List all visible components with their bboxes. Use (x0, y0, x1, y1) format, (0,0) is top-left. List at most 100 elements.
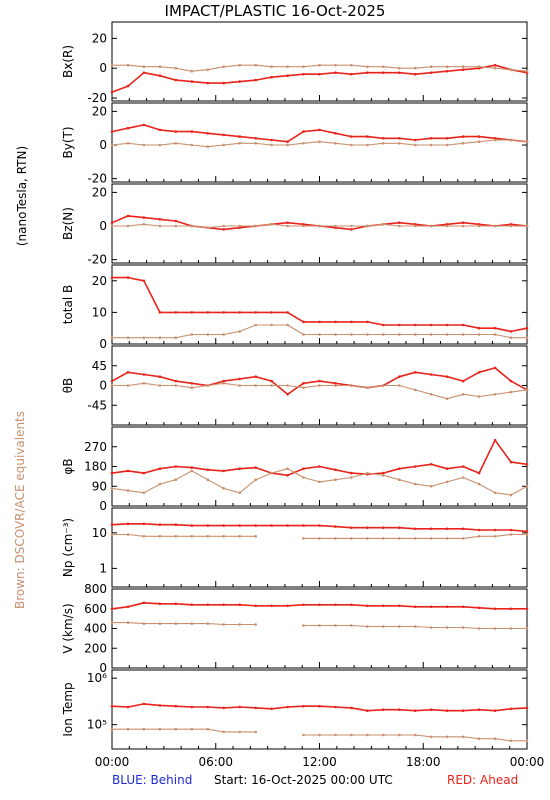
data-point-np-0 (350, 526, 353, 529)
x-tick-label: 18:00 (406, 755, 441, 769)
data-point-by-0 (445, 137, 449, 140)
data-point-phi-1 (461, 476, 465, 479)
data-point-by-0 (382, 137, 385, 140)
data-point-theta-1 (461, 393, 465, 396)
data-point-v-1 (429, 626, 433, 629)
y-tick-label-bz: 20 (92, 185, 107, 199)
data-point-by-1 (414, 143, 417, 147)
data-point-np-1 (318, 537, 321, 540)
data-point-bx-1 (414, 66, 417, 70)
data-point-bz-1 (429, 224, 433, 228)
data-point-phi-0 (429, 463, 433, 466)
data-point-v-0 (270, 604, 273, 608)
data-point-v-1 (477, 627, 481, 630)
data-point-theta-0 (477, 371, 481, 374)
data-point-by-1 (286, 143, 289, 147)
data-point-temp-1 (509, 739, 513, 743)
data-point-v-1 (493, 627, 497, 630)
panel-frame-bx (111, 21, 528, 102)
data-point-theta-1 (382, 384, 385, 387)
data-point-phi-1 (302, 476, 305, 479)
data-point-theta-0 (334, 382, 337, 385)
data-point-temp-1 (318, 733, 321, 737)
data-point-np-1 (126, 533, 130, 536)
data-point-bz-0 (174, 219, 178, 223)
data-point-temp-0 (429, 708, 433, 711)
footer-red-label: RED: Ahead (447, 773, 519, 787)
footer-blue-label: BLUE: Behind (112, 773, 193, 787)
data-point-phi-1 (334, 478, 337, 482)
data-point-np-1 (254, 535, 257, 538)
data-point-np-1 (158, 535, 162, 538)
data-point-temp-1 (525, 739, 529, 743)
data-point-bx-0 (350, 72, 353, 76)
data-point-theta-1 (493, 393, 497, 396)
data-point-bz-1 (461, 224, 465, 228)
data-point-by-1 (142, 143, 146, 147)
data-point-btot-0 (382, 323, 385, 327)
data-point-phi-0 (318, 465, 321, 468)
data-point-bz-1 (318, 224, 321, 228)
y-tick-label-theta: -45 (87, 398, 107, 412)
data-point-temp-0 (509, 707, 513, 711)
data-point-btot-0 (190, 311, 194, 314)
data-point-theta-1 (302, 386, 305, 390)
data-point-v-0 (445, 605, 449, 609)
data-point-np-0 (445, 527, 449, 531)
data-point-temp-1 (445, 735, 449, 739)
x-tick-label: 00:00 (95, 755, 130, 769)
data-point-bz-1 (334, 224, 337, 228)
y-tick-label-bx: -20 (87, 91, 107, 105)
data-point-temp-0 (493, 709, 497, 712)
data-point-v-1 (509, 627, 513, 630)
data-point-v-1 (254, 623, 257, 626)
data-point-np-0 (222, 524, 225, 527)
data-point-theta-0 (254, 375, 257, 379)
data-point-by-0 (254, 137, 257, 140)
data-point-bx-0 (493, 63, 497, 67)
data-point-temp-0 (286, 705, 289, 709)
data-point-bx-0 (174, 78, 178, 82)
brown-note-side-label: Brown: DSCOVR/ACE equivalents (13, 411, 27, 609)
data-point-bz-1 (190, 224, 194, 228)
data-point-theta-1 (270, 384, 273, 387)
data-point-theta-1 (398, 384, 401, 387)
data-point-np-1 (222, 535, 225, 538)
data-point-np-0 (525, 530, 529, 533)
data-point-btot-0 (238, 311, 241, 314)
data-point-temp-1 (350, 733, 353, 737)
data-point-btot-0 (429, 323, 433, 327)
data-point-phi-0 (206, 468, 210, 472)
data-point-theta-0 (270, 379, 273, 383)
panel-ylabel-v: V (km/s) (61, 603, 75, 653)
y-tick-label-v: 0 (99, 661, 107, 675)
data-point-temp-0 (318, 704, 321, 708)
data-point-np-0 (429, 527, 433, 531)
data-point-temp-0 (366, 709, 369, 712)
data-point-np-0 (190, 524, 194, 527)
y-tick-label-btot: 20 (92, 274, 107, 288)
data-point-v-1 (445, 626, 449, 629)
data-point-bz-1 (238, 224, 241, 228)
data-point-bz-0 (126, 214, 130, 218)
data-point-phi-0 (174, 465, 178, 468)
data-point-bx-0 (445, 69, 449, 73)
data-point-temp-1 (334, 733, 337, 737)
panel-frame-np (111, 507, 528, 588)
data-point-np-0 (142, 522, 146, 526)
data-point-np-0 (493, 528, 497, 532)
data-point-by-1 (382, 142, 385, 145)
data-point-bx-1 (222, 65, 225, 68)
data-point-btot-1 (493, 333, 497, 336)
data-point-bx-1 (142, 65, 146, 68)
data-point-v-0 (190, 603, 194, 607)
data-point-btot-1 (382, 333, 385, 336)
data-point-bx-1 (158, 65, 162, 68)
data-point-phi-1 (525, 485, 529, 488)
data-point-phi-1 (110, 487, 114, 490)
data-point-bz-0 (110, 221, 114, 224)
data-point-bx-0 (190, 80, 194, 83)
data-point-bx-0 (398, 71, 401, 74)
data-point-v-1 (110, 621, 114, 624)
data-point-v-1 (382, 625, 385, 628)
